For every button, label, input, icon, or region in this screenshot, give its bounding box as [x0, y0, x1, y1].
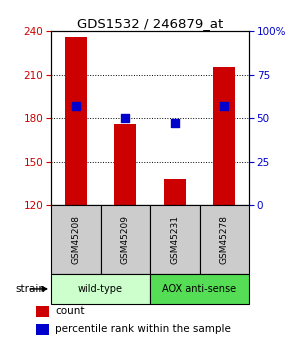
Text: strain: strain	[15, 284, 45, 294]
Point	[172, 121, 177, 126]
Bar	[64, 37, 87, 205]
Text: AOX anti-sense: AOX anti-sense	[162, 284, 237, 294]
Text: GSM45278: GSM45278	[220, 215, 229, 264]
Bar	[213, 67, 236, 205]
Text: wild-type: wild-type	[78, 284, 123, 294]
Bar	[100, 205, 150, 274]
Point	[74, 103, 78, 109]
Bar	[150, 274, 249, 304]
Text: percentile rank within the sample: percentile rank within the sample	[55, 324, 231, 334]
Bar	[164, 179, 186, 205]
Bar	[36, 306, 49, 317]
Bar	[51, 205, 100, 274]
Bar	[51, 274, 150, 304]
Bar	[200, 205, 249, 274]
Text: GSM45208: GSM45208	[71, 215, 80, 264]
Bar	[36, 324, 49, 335]
Text: count: count	[55, 306, 85, 316]
Text: GSM45231: GSM45231	[170, 215, 179, 264]
Text: GSM45209: GSM45209	[121, 215, 130, 264]
Point	[222, 103, 227, 109]
Point	[123, 115, 128, 121]
Bar	[150, 205, 200, 274]
Bar	[114, 124, 136, 205]
Title: GDS1532 / 246879_at: GDS1532 / 246879_at	[77, 17, 223, 30]
